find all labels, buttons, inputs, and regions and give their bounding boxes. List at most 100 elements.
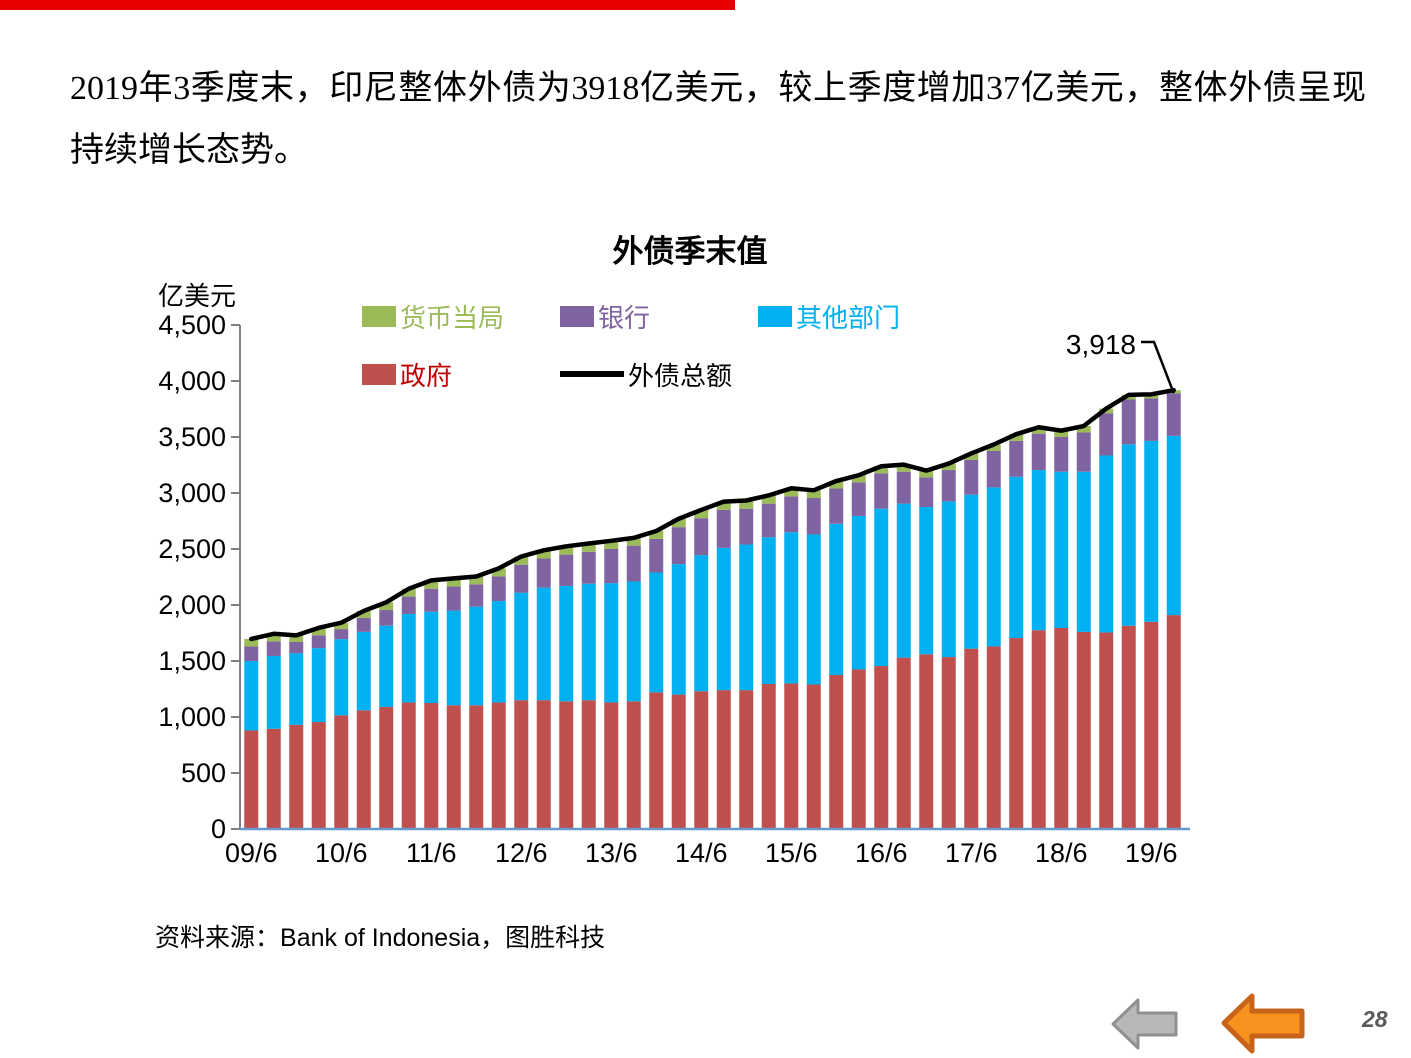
bar-segment-银行 xyxy=(1031,433,1046,471)
bar-segment-银行 xyxy=(244,646,259,661)
bar-segment-货币当局 xyxy=(491,568,506,577)
bar-segment-其他部门 xyxy=(514,592,529,701)
bar-segment-政府 xyxy=(851,669,866,829)
bar-segment-政府 xyxy=(941,657,956,829)
legend-color-swatch xyxy=(362,305,396,327)
back-arrow-orange-icon[interactable] xyxy=(1220,992,1306,1055)
bar-segment-政府 xyxy=(694,691,709,829)
back-arrow-gray-icon[interactable] xyxy=(1110,996,1180,1052)
y-tick-label: 4,500 xyxy=(158,310,226,340)
bar-segment-货币当局 xyxy=(334,622,349,630)
bar-segment-政府 xyxy=(806,684,821,829)
bar-segment-政府 xyxy=(604,702,619,829)
bar-segment-银行 xyxy=(829,488,844,524)
bar-segment-政府 xyxy=(716,690,731,829)
legend-color-swatch xyxy=(758,305,792,327)
bar-segment-货币当局 xyxy=(289,635,304,642)
bar-segment-其他部门 xyxy=(964,494,979,649)
bar-segment-其他部门 xyxy=(716,547,731,691)
bar-segment-政府 xyxy=(289,724,304,829)
bar-segment-政府 xyxy=(1144,621,1159,829)
bar-segment-其他部门 xyxy=(244,661,259,731)
bar-segment-其他部门 xyxy=(469,606,484,706)
bar-segment-政府 xyxy=(986,646,1001,829)
bar-segment-银行 xyxy=(896,471,911,504)
x-tick-label: 13/6 xyxy=(585,838,638,868)
bar-segment-其他部门 xyxy=(919,507,934,655)
bar-segment-其他部门 xyxy=(761,537,776,684)
source-name: Bank of Indonesia xyxy=(280,924,481,952)
bar-segment-其他部门 xyxy=(1166,435,1181,616)
bar-segment-货币当局 xyxy=(829,481,844,489)
legend-item-外债总额: 外债总额 xyxy=(560,361,732,391)
bar-segment-其他部门 xyxy=(671,564,686,695)
bar-segment-银行 xyxy=(1121,399,1136,445)
bar-segment-政府 xyxy=(469,705,484,829)
bar-segment-货币当局 xyxy=(896,464,911,472)
x-tick-label: 11/6 xyxy=(406,838,457,868)
bar-segment-其他部门 xyxy=(1099,455,1114,633)
bar-segment-其他部门 xyxy=(491,601,506,703)
bar-segment-其他部门 xyxy=(536,587,551,701)
bar-segment-货币当局 xyxy=(604,540,619,549)
bar-segment-政府 xyxy=(446,705,461,829)
bar-segment-政府 xyxy=(401,702,416,829)
bar-segment-政府 xyxy=(581,700,596,829)
bar-segment-银行 xyxy=(671,527,686,565)
x-tick-label: 10/6 xyxy=(315,838,368,868)
bar-segment-政府 xyxy=(559,701,574,829)
bar-segment-其他部门 xyxy=(896,503,911,658)
bar-segment-政府 xyxy=(761,683,776,829)
y-tick-label: 2,000 xyxy=(158,590,226,620)
bar-segment-货币当局 xyxy=(536,550,551,559)
bar-segment-政府 xyxy=(1054,627,1069,829)
legend-color-swatch xyxy=(560,305,594,327)
bar-segment-银行 xyxy=(266,641,281,656)
bar-segment-货币当局 xyxy=(649,530,664,539)
bar-segment-其他部门 xyxy=(739,544,754,691)
bar-segment-政府 xyxy=(1009,638,1024,829)
bar-segment-政府 xyxy=(896,657,911,829)
chart-title: 外债季末值 xyxy=(612,234,768,269)
bar-segment-银行 xyxy=(649,538,664,573)
bar-segment-银行 xyxy=(559,554,574,586)
legend-label: 外债总额 xyxy=(628,361,733,391)
bar-segment-银行 xyxy=(581,551,596,584)
legend-item-货币当局: 货币当局 xyxy=(362,303,504,333)
bar-segment-货币当局 xyxy=(919,470,934,478)
bar-segment-政府 xyxy=(671,694,686,829)
bar-segment-其他部门 xyxy=(581,583,596,701)
bar-segment-银行 xyxy=(491,576,506,602)
bar-segment-银行 xyxy=(1009,440,1024,477)
legend-label: 货币当局 xyxy=(400,303,505,333)
bar-segment-政府 xyxy=(649,692,664,829)
x-tick-label: 15/6 xyxy=(765,838,818,868)
bar-segment-银行 xyxy=(536,558,551,588)
legend-label: 其他部门 xyxy=(796,303,901,333)
bar-segment-政府 xyxy=(514,700,529,829)
bar-segment-货币当局 xyxy=(446,578,461,587)
bar-segment-银行 xyxy=(964,459,979,495)
bar-segment-政府 xyxy=(379,706,394,829)
legend-line-swatch xyxy=(560,371,624,377)
bar-segment-其他部门 xyxy=(379,625,394,707)
bar-segment-货币当局 xyxy=(1009,434,1024,441)
annotation-leader xyxy=(1141,340,1175,394)
bar-segment-货币当局 xyxy=(356,610,371,618)
bar-segment-政府 xyxy=(1099,632,1114,829)
bar-segment-政府 xyxy=(1031,630,1046,829)
bar-segment-货币当局 xyxy=(1099,408,1114,414)
bar-segment-货币当局 xyxy=(761,495,776,504)
bar-segment-政府 xyxy=(739,690,754,829)
top-accent-bar xyxy=(0,0,735,10)
bar-segment-银行 xyxy=(694,518,709,556)
bar-segment-银行 xyxy=(1054,437,1069,472)
bar-segment-银行 xyxy=(1166,393,1181,436)
bar-segment-货币当局 xyxy=(266,633,281,642)
legend-color-swatch xyxy=(362,363,396,385)
bar-segment-其他部门 xyxy=(604,583,619,703)
bar-segment-银行 xyxy=(1076,432,1091,472)
bar-segment-银行 xyxy=(986,451,1001,488)
y-tick-label: 500 xyxy=(181,758,226,788)
bar-segment-货币当局 xyxy=(469,576,484,585)
